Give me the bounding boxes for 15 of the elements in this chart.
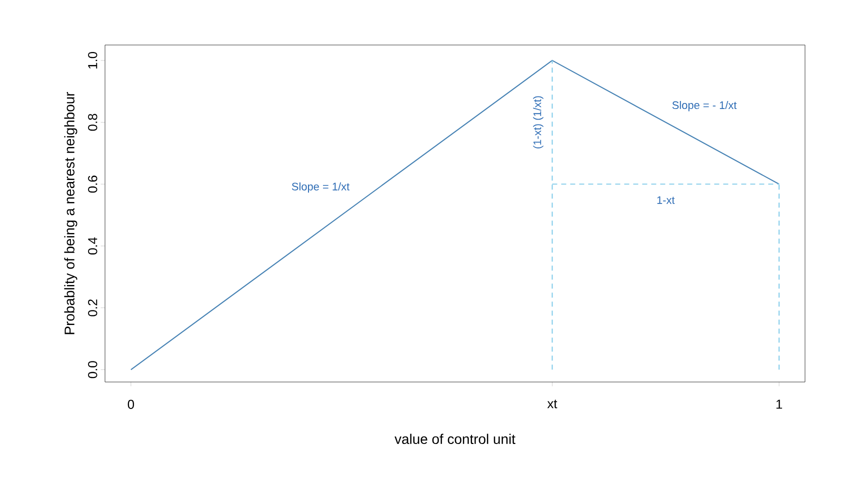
y-tick-label: 1.0 <box>88 52 98 68</box>
annotation: (1-xt) (1/xt) <box>533 96 544 148</box>
y-tick-label: 0.0 <box>88 361 98 378</box>
y-tick-label: 0.2 <box>88 299 98 316</box>
x-axis-title: value of control unit <box>394 434 516 444</box>
y-axis-title: Probablity of being a nearest neighbour <box>64 92 78 334</box>
annotation: 1-xt <box>657 196 675 204</box>
y-tick-label: 0.4 <box>88 237 98 254</box>
x-tick-label: 0 <box>128 400 134 409</box>
annotation: Slope = 1/xt <box>292 182 350 193</box>
y-tick-label: 0.6 <box>88 176 98 193</box>
y-tick-label: 0.8 <box>88 114 98 131</box>
annotation: Slope = - 1/xt <box>672 101 737 112</box>
x-tick-label: xt <box>547 400 558 408</box>
x-tick-label: 1 <box>776 400 782 409</box>
